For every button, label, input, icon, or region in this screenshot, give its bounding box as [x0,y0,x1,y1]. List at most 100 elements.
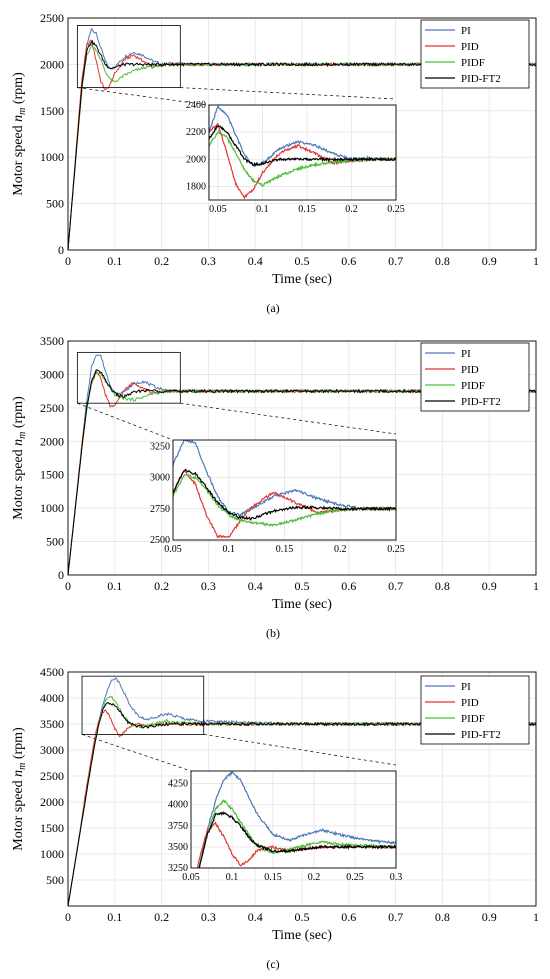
x-tick-label: 0.4 [248,579,263,593]
x-tick-label: 1 [533,910,539,924]
inset-x-tick-label: 0.15 [298,204,316,215]
inset-x-tick-label: 0.05 [164,544,182,555]
inset-background [191,771,396,868]
x-tick-label: 0.8 [435,579,450,593]
y-tick-label: 3000 [40,743,64,757]
plot-frame [67,17,537,251]
y-tick-label: 0 [58,243,64,257]
inset-x-tick-label: 0.2 [345,204,358,215]
legend-label: PID-FT2 [461,729,501,741]
inset-series-line-pi [198,771,396,868]
y-tick-label: 0 [58,568,64,582]
legend-label: PIDF [461,380,485,392]
x-tick-label: 0.5 [295,910,310,924]
x-axis-label: Time (sec) [272,272,332,287]
zoom-connector-left [77,87,210,106]
inset-y-tick-label: 2750 [150,504,170,515]
y-axis-label-subscript: m [17,763,28,770]
inset-series-line-pid-ft2 [198,811,396,868]
legend-label: PID [461,41,479,53]
x-tick-label: 0.8 [435,254,450,268]
y-axis-label-part: Motor speed [11,777,26,851]
x-tick-label: 1 [533,254,539,268]
plot-frame [67,671,537,907]
y-axis-label-symbol: n [11,115,26,122]
panel-1: 0 0.1 0.2 0.3 0.4 0.5 0.6 0.7 0.8 0.9 1 0 500 1000 150… [11,11,539,315]
x-tick-label: 1 [533,579,539,593]
x-tick-label: 0.4 [248,910,263,924]
x-tick-label: 0.3 [201,579,216,593]
y-tick-label: 1000 [40,847,64,861]
legend-label: PIDF [461,713,485,725]
inset-y-tick-label: 2200 [186,127,206,138]
x-tick-label: 0.4 [248,254,263,268]
y-tick-label: 2000 [40,434,64,448]
inset-series-line-pid-ft2 [209,125,396,167]
inset-x-tick-label: 0.1 [223,544,236,555]
x-tick-label: 0.8 [435,910,450,924]
y-tick-label: 1000 [40,150,64,164]
x-tick-label: 0.5 [295,254,310,268]
inset-y-tick-label: 3750 [168,821,188,832]
inset-x-tick-label: 0.1 [226,872,239,883]
legend-label: PI [461,348,471,360]
y-tick-label: 4500 [40,665,64,679]
inset-y-tick-label: 2000 [186,154,206,165]
inset: 0.05 0.1 0.15 0.2 0.25 1800 2000 2200 2400 [186,100,405,215]
legend: PI PID PIDF PID-FT2 [420,342,530,412]
inset-x-tick-label: 0.15 [276,544,294,555]
x-tick-label: 0.6 [341,579,356,593]
y-tick-label: 500 [46,535,64,549]
legend-label: PID [461,697,479,709]
x-tick-label: 0.2 [154,910,169,924]
legend-label: PI [461,681,471,693]
y-tick-label: 3000 [40,367,64,381]
y-tick-label: 2000 [40,795,64,809]
panel-caption: (a) [266,301,279,315]
x-tick-label: 0.1 [107,579,122,593]
legend-label: PID-FT2 [461,396,501,408]
y-axis-label: Motor speed nm (rpm) [11,72,28,196]
legend-box [420,342,530,412]
y-tick-label: 2500 [40,769,64,783]
x-tick-label: 0.6 [341,910,356,924]
inset-y-tick-label: 4000 [168,800,188,811]
inset-y-tick-label: 1800 [186,181,206,192]
panel-caption: (c) [266,957,279,971]
y-axis-label-subscript: m [17,108,28,115]
inset-x-tick-label: 0.05 [182,872,200,883]
x-tick-label: 0.3 [201,254,216,268]
inset-y-tick-label: 2500 [150,535,170,546]
inset-y-tick-label: 3500 [168,842,188,853]
y-tick-label: 3500 [40,717,64,731]
y-tick-label: 500 [46,197,64,211]
y-axis-label-part: Motor speed [11,122,26,196]
x-tick-label: 0.2 [154,254,169,268]
zoom-box [81,675,205,735]
inset-y-tick-label: 3000 [150,473,170,484]
legend-label: PID [461,364,479,376]
x-tick-label: 0.7 [388,579,403,593]
y-axis-label-symbol: n [11,439,26,446]
x-axis-label: Time (sec) [272,928,332,943]
x-tick-label: 0.7 [388,254,403,268]
legend: PI PID PIDF PID-FT2 [420,19,530,89]
y-tick-label: 4000 [40,691,64,705]
x-tick-label: 0.1 [107,254,122,268]
y-tick-label: 3500 [40,334,64,348]
y-tick-label: 2500 [40,11,64,25]
x-tick-label: 0 [65,254,71,268]
inset-x-tick-label: 0.25 [346,872,364,883]
inset-x-tick-label: 0.1 [256,204,269,215]
zoom-connector-left [81,734,192,772]
x-tick-label: 0.7 [388,910,403,924]
inset-frame [172,439,397,541]
inset: 0.05 0.1 0.15 0.2 0.25 2500 2750 3000 3250 [150,439,405,555]
x-tick-label: 0.9 [482,254,497,268]
inset-x-tick-label: 0.25 [387,544,405,555]
inset-y-tick-label: 3250 [168,863,188,874]
inset-x-tick-label: 0.3 [390,872,403,883]
inset-frame [208,104,397,201]
y-axis-label-part: Motor speed [11,446,26,520]
